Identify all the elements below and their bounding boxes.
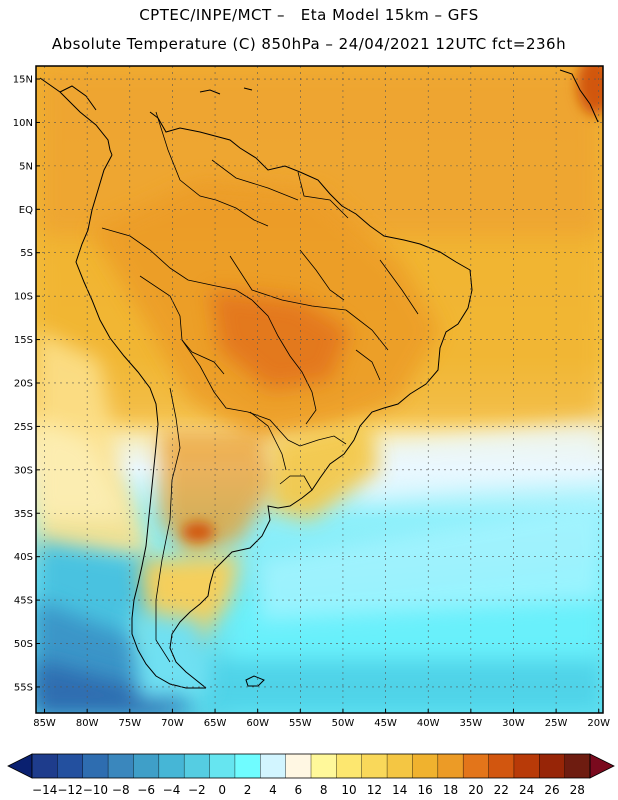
lon-tick-label: 30W — [502, 718, 525, 729]
colorbar-label: 18 — [443, 783, 458, 797]
colorbar-label: 6 — [294, 783, 302, 797]
colorbar-swatch — [260, 754, 286, 778]
colorbar-under-arrow — [7, 753, 33, 779]
lat-tick-label: EQ — [19, 205, 33, 216]
map-frame — [35, 65, 604, 714]
lon-tick-label: 25W — [545, 718, 568, 729]
lon-tick-label: 75W — [118, 718, 141, 729]
lat-tick-label: 5S — [20, 248, 33, 259]
title-line-1: CPTEC/INPE/MCT – Eta Model 15km – GFS — [139, 6, 479, 24]
lat-tick-label: 30S — [14, 465, 33, 476]
lat-tick-label: 25S — [14, 422, 33, 433]
latitude-axis: 15N 10N 5N EQ 5S 10S 15S 20S 25S 30S 35S 40S 45S 50S 5… — [13, 75, 40, 693]
lat-tick-label: 20S — [14, 378, 33, 389]
lat-tick-label: 45S — [14, 596, 33, 607]
lon-tick-label: 85W — [33, 718, 56, 729]
colorbar-swatch — [412, 754, 439, 778]
lon-tick-label: 50W — [332, 718, 355, 729]
colorbar-label: 8 — [320, 783, 328, 797]
colorbar-swatch — [387, 754, 413, 778]
colorbar-swatch — [158, 754, 185, 778]
lat-tick-label: 40S — [14, 552, 33, 563]
colorbar-swatch — [361, 754, 388, 778]
colorbar-label: 26 — [544, 783, 559, 797]
colorbar-label: 14 — [392, 783, 407, 797]
grid-lines — [36, 66, 603, 713]
colorbar-swatch — [488, 754, 515, 778]
colorbar-label: 24 — [519, 783, 534, 797]
colorbar-swatch — [82, 754, 109, 778]
temperature-field — [36, 66, 603, 713]
lon-tick-label: 35W — [460, 718, 483, 729]
colorbar-swatch — [285, 754, 312, 778]
colorbar-swatch — [108, 754, 134, 778]
lon-tick-label: 80W — [76, 718, 99, 729]
colorbar: −14 −12 −10 −8 −6 −4 −2 0 2 4 6 8 10 12 14 16 18 20 22 24 26… — [7, 753, 615, 797]
lat-tick-label: 10S — [14, 292, 33, 303]
lat-tick-label: 15S — [14, 335, 33, 346]
lat-tick-label: 55S — [14, 682, 33, 693]
colorbar-label: −6 — [137, 783, 155, 797]
lon-tick-label: 65W — [204, 718, 227, 729]
colorbar-swatch — [463, 754, 489, 778]
longitude-axis: 85W 80W 75W 70W 65W 60W 55W 50W 45W 40W 35W 30W 25W 2… — [33, 709, 610, 729]
colorbar-label: −4 — [163, 783, 181, 797]
colorbar-swatch — [209, 754, 236, 778]
colorbar-label: 16 — [417, 783, 432, 797]
lon-tick-label: 70W — [161, 718, 184, 729]
colorbar-label: −12 — [57, 783, 82, 797]
colorbar-over-arrow — [589, 753, 615, 779]
colorbar-swatch — [539, 754, 565, 778]
colorbar-label: 28 — [570, 783, 585, 797]
colorbar-label: −14 — [32, 783, 57, 797]
lon-tick-label: 45W — [374, 718, 397, 729]
colorbar-label: 22 — [494, 783, 509, 797]
lat-tick-label: 10N — [13, 118, 33, 129]
lon-tick-label: 20W — [587, 718, 610, 729]
lon-tick-label: 60W — [246, 718, 269, 729]
colorbar-swatch — [32, 754, 58, 778]
lat-tick-label: 15N — [13, 75, 33, 86]
colorbar-label: 20 — [468, 783, 483, 797]
title-line-2: Absolute Temperature (C) 850hPa – 24/04/… — [51, 35, 567, 53]
colorbar-label: 0 — [218, 783, 226, 797]
political-borders — [101, 111, 419, 663]
colorbar-swatch — [184, 754, 210, 778]
colorbar-label: 10 — [341, 783, 356, 797]
colorbar-label: −10 — [83, 783, 108, 797]
colorbar-label: 4 — [269, 783, 277, 797]
colorbar-swatch — [513, 754, 540, 778]
colorbar-swatch — [133, 754, 160, 778]
colorbar-label: 12 — [367, 783, 382, 797]
lat-tick-label: 50S — [14, 639, 33, 650]
lon-tick-label: 40W — [417, 718, 440, 729]
lat-tick-label: 35S — [14, 509, 33, 520]
colorbar-swatch — [437, 754, 464, 778]
colorbar-swatch — [57, 754, 84, 778]
colorbar-swatch — [234, 754, 261, 778]
colorbar-label: −8 — [112, 783, 130, 797]
lon-tick-label: 55W — [289, 718, 312, 729]
lat-tick-label: 5N — [19, 161, 33, 172]
coastlines — [39, 69, 599, 689]
colorbar-swatch — [311, 754, 337, 778]
colorbar-swatch — [564, 754, 591, 778]
colorbar-label: 2 — [244, 783, 252, 797]
colorbar-label: −2 — [188, 783, 206, 797]
colorbar-swatch — [336, 754, 363, 778]
